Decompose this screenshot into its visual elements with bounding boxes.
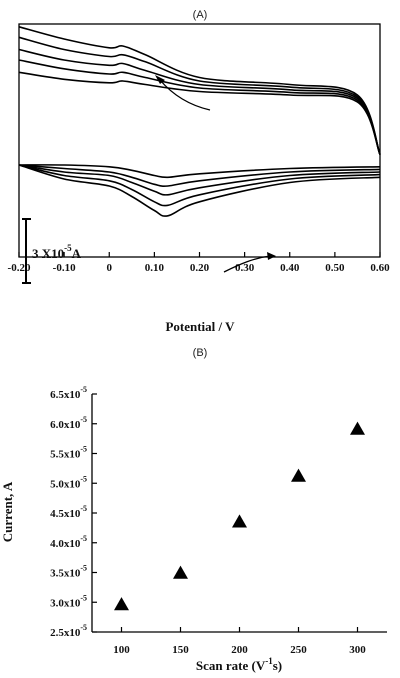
- panel-b-y-tick-exponent: -5: [80, 415, 87, 424]
- panel-a-x-tick-label: 0: [107, 262, 113, 274]
- panel-a-x-tick-label: 0.50: [325, 262, 345, 274]
- panel-a-frame: [18, 23, 381, 258]
- cv-curve-4-cathodic: [18, 164, 381, 187]
- panel-a-x-axis-title: Potential / V: [165, 319, 235, 334]
- panel-b-x-axis-title-sup: -1: [265, 656, 273, 666]
- panel-b-y-tick-mantissa: 6.5x10: [50, 389, 81, 401]
- panel-b-x-axis-title-tail: s): [273, 658, 282, 673]
- sweep-arrow-cathodic: [223, 255, 271, 273]
- sweep-arrow-anodic-head: [155, 75, 165, 84]
- scatter-point: [232, 514, 247, 528]
- panel-b-y-tick-mantissa: 6.0x10: [50, 419, 81, 431]
- panel-b-y-tick-label: 2.5x10-5: [50, 623, 87, 639]
- panel-b-y-tick-exponent: -5: [80, 593, 87, 602]
- panel-b-y-tick-mantissa: 3.5x10: [50, 568, 81, 580]
- panel-a-curves: [18, 26, 381, 217]
- panel-a-x-tick-label: -0.20: [8, 262, 31, 274]
- panel-b-y-tick-label: 5.5x10-5: [50, 445, 87, 461]
- scale-bar-label-main: 3 X10: [32, 246, 64, 261]
- scatter-point: [350, 421, 365, 435]
- scale-bar-label-exp: -5: [64, 243, 72, 253]
- panel-a-x-tick-label: 0.60: [370, 262, 390, 274]
- panel-a-x-tick-label: -0.10: [53, 262, 76, 274]
- cv-curve-1-cathodic: [18, 164, 381, 217]
- cv-curve-3-cathodic: [18, 164, 381, 196]
- panel-b-y-tick-mantissa: 4.5x10: [50, 508, 81, 520]
- scatter-point: [114, 597, 129, 611]
- panel-b-y-tick-exponent: -5: [80, 623, 87, 632]
- panel-b-y-tick-exponent: -5: [80, 504, 87, 513]
- scatter-point: [173, 565, 188, 579]
- panel-b-y-tick-mantissa: 5.5x10: [50, 449, 81, 461]
- cv-curve-1-anodic: [18, 26, 381, 155]
- panel-b-x-tick-label: 150: [172, 644, 189, 656]
- panel-b-y-tick-mantissa: 2.5x10: [50, 627, 81, 639]
- panel-b-y-tick-label: 4.5x10-5: [50, 504, 87, 520]
- panel-b-y-tick-mantissa: 5.0x10: [50, 478, 81, 490]
- panel-b-x-axis-title: Scan rate (V-1s): [196, 656, 282, 673]
- cv-curve-2-cathodic: [18, 164, 381, 207]
- panel-b-y-tick-exponent: -5: [80, 385, 87, 394]
- sweep-arrow-cathodic-head: [267, 252, 276, 260]
- sweep-arrow-anodic: [159, 79, 211, 111]
- panel-b-y-tick-exponent: -5: [80, 534, 87, 543]
- panel-b-y-tick-mantissa: 4.0x10: [50, 538, 81, 550]
- panel-b-y-tick-label: 3.5x10-5: [50, 564, 87, 580]
- panel-b-y-tick-label: 6.0x10-5: [50, 415, 87, 431]
- cv-curve-3-anodic: [18, 48, 381, 155]
- panel-b-y-tick-exponent: -5: [80, 564, 87, 573]
- panel-b-x-tick-label: 100: [113, 644, 130, 656]
- panel-a-x-tick-label: 0.30: [235, 262, 255, 274]
- scale-bar-label-unit: A: [72, 246, 82, 261]
- panel-b-y-axis-title: Current, A: [0, 481, 15, 542]
- scale-bar-label: 3 X10-5A: [32, 243, 82, 261]
- panel-b-y-ticks: 2.5x10-53.0x10-53.5x10-54.0x10-54.5x10-5…: [50, 385, 97, 639]
- panel-b-y-tick-mantissa: 3.0x10: [50, 597, 81, 609]
- panel-a-x-tick-label: 0.40: [280, 262, 300, 274]
- panel-b-y-tick-label: 5.0x10-5: [50, 474, 87, 490]
- panel-a-cyclic-voltammogram: -0.20 -0.10 0 0.10 0.20 0.30 0.40 0.50 0.60 3 X1…: [8, 23, 390, 334]
- panel-a-label: (A): [193, 9, 208, 21]
- cv-curve-5-anodic: [18, 71, 381, 155]
- panel-a-x-ticks: -0.20 -0.10 0 0.10 0.20 0.30 0.40 0.50 0.60: [8, 252, 390, 274]
- panel-b-y-tick-exponent: -5: [80, 474, 87, 483]
- cv-curve-5-cathodic: [18, 164, 381, 179]
- cv-curve-2-anodic: [18, 36, 381, 155]
- panel-a-x-tick-label: 0.20: [190, 262, 210, 274]
- panel-b-y-tick-exponent: -5: [80, 445, 87, 454]
- panel-b-scatter: 2.5x10-53.0x10-53.5x10-54.0x10-54.5x10-5…: [0, 385, 387, 673]
- cv-curve-4-anodic: [18, 59, 381, 155]
- panel-b-points: [114, 421, 365, 611]
- panel-b-x-ticks: 100 150 200 250 300: [113, 627, 366, 656]
- panel-b-label: (B): [193, 347, 208, 359]
- panel-b-x-tick-label: 200: [231, 644, 248, 656]
- panel-b-x-axis-title-main: Scan rate (V: [196, 658, 266, 673]
- panel-b-y-tick-label: 4.0x10-5: [50, 534, 87, 550]
- panel-b-y-tick-label: 3.0x10-5: [50, 593, 87, 609]
- panel-a-x-tick-label: 0.10: [145, 262, 165, 274]
- panel-b-y-tick-label: 6.5x10-5: [50, 385, 87, 401]
- panel-b-x-tick-label: 300: [349, 644, 366, 656]
- panel-b-x-tick-label: 250: [290, 644, 307, 656]
- scatter-point: [291, 468, 306, 482]
